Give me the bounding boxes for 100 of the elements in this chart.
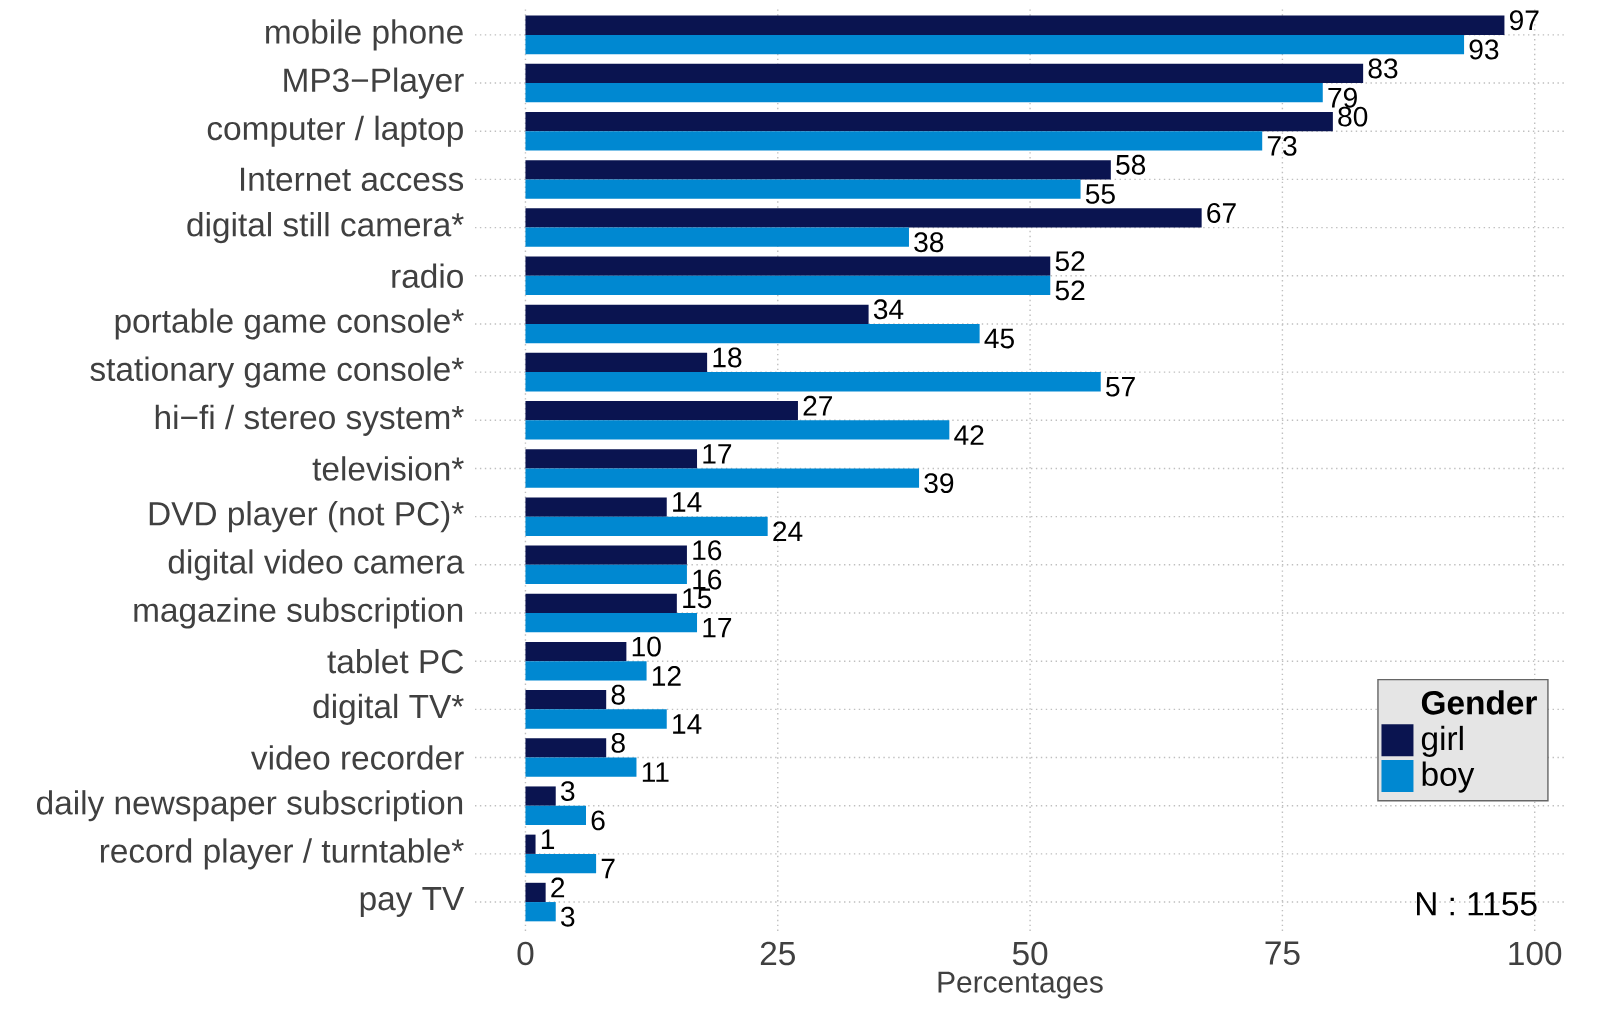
bar [525, 786, 556, 806]
y-tick-label: tablet PC [327, 648, 464, 674]
y-tick-label: digital still camera* [187, 212, 464, 244]
bar [525, 208, 1202, 228]
data-label: 16 [693, 569, 722, 590]
data-label: 10 [632, 636, 661, 657]
y-tick-label: computer / laptop [207, 115, 463, 147]
bar [525, 131, 1263, 151]
y-tick-label: digital TV* [313, 693, 464, 725]
data-label: 7 [601, 858, 615, 879]
data-label: 3 [561, 781, 575, 802]
data-label: 12 [652, 666, 681, 686]
x-tick-label: 0 [517, 941, 534, 966]
data-label: 42 [954, 425, 984, 445]
data-label: 14 [673, 492, 702, 512]
y-tick-label: video recorder [251, 745, 464, 770]
bar [525, 15, 1505, 35]
bar [525, 352, 708, 373]
x-tick-label: 25 [760, 941, 795, 966]
bar [525, 593, 677, 614]
y-tick-label: radio [392, 263, 463, 289]
data-label: 2 [551, 877, 565, 898]
data-label: 73 [1267, 135, 1297, 156]
data-label: 8 [611, 732, 625, 753]
data-label: 15 [683, 588, 712, 609]
bar [525, 420, 950, 440]
y-tick-label: television* [312, 456, 464, 481]
annotation: N : 1155 [1417, 892, 1537, 916]
bar [525, 275, 1051, 296]
data-label: 27 [803, 395, 833, 416]
data-label: 93 [1469, 39, 1499, 60]
bar [525, 834, 536, 854]
y-tick-label: magazine subscription [134, 597, 463, 629]
data-label: 80 [1338, 106, 1368, 127]
data-label: 38 [914, 232, 944, 253]
data-label: 14 [673, 714, 702, 734]
bar [525, 34, 1465, 55]
bar [525, 882, 546, 903]
bar [525, 497, 667, 517]
y-tick-label: mobile phone [266, 19, 463, 51]
bar [525, 323, 980, 344]
data-label: 16 [693, 540, 722, 561]
bar [525, 757, 637, 777]
y-tick-label: record player / turntable* [100, 838, 464, 870]
data-label: 17 [703, 444, 732, 464]
bar [525, 902, 556, 922]
bar [525, 227, 909, 247]
bar [525, 401, 798, 421]
data-label: 34 [873, 299, 904, 320]
y-tick-label: MP3−Player [284, 67, 464, 99]
bar [525, 545, 687, 565]
y-tick-label: DVD player (not PC)* [149, 501, 464, 533]
data-label: 39 [924, 473, 954, 494]
bar [525, 111, 1333, 132]
data-label: 17 [703, 617, 732, 638]
data-label: 52 [1055, 251, 1085, 272]
bar [525, 304, 869, 324]
data-label: 24 [773, 521, 803, 542]
bar [525, 83, 1323, 103]
legend-title: Gender [1421, 690, 1537, 715]
data-label: 79 [1328, 87, 1357, 108]
bar [525, 516, 768, 536]
data-label: 45 [984, 328, 1014, 349]
data-label: 57 [1106, 376, 1135, 397]
legend-label: boy [1422, 761, 1475, 793]
bar [525, 63, 1364, 84]
y-tick-label: Internet access [241, 167, 464, 192]
data-label: 58 [1116, 154, 1146, 175]
data-label: 6 [591, 810, 605, 831]
bar [525, 160, 1111, 180]
bar [525, 805, 587, 825]
y-tick-label: hi−fi / stereo system* [155, 404, 464, 436]
data-label: 11 [642, 762, 669, 782]
x-axis-title: Percentages [938, 971, 1103, 999]
bar [525, 661, 647, 681]
data-label: 83 [1368, 58, 1398, 79]
bar [525, 179, 1081, 199]
data-label: 1 [541, 829, 555, 849]
bar [525, 564, 687, 585]
data-label: 8 [611, 684, 625, 705]
bar [525, 853, 597, 874]
data-label: 55 [1085, 184, 1115, 204]
y-tick-label: portable game console* [115, 308, 464, 340]
legend-label: girl [1421, 725, 1463, 757]
x-tick-label: 75 [1265, 941, 1300, 965]
data-label: 52 [1055, 280, 1085, 301]
y-tick-label: pay TV [360, 887, 465, 918]
bar [525, 738, 607, 758]
bar [525, 449, 698, 469]
bar [525, 256, 1051, 276]
x-tick-label: 100 [1509, 941, 1562, 966]
data-label: 67 [1207, 203, 1236, 223]
data-label: 18 [713, 347, 742, 368]
data-label: 3 [561, 906, 575, 927]
bar [525, 468, 920, 488]
y-tick-label: digital video camera [168, 549, 465, 581]
bar [525, 709, 667, 729]
y-tick-label: daily newspaper subscription [36, 790, 463, 822]
bar [525, 372, 1101, 392]
data-label: 97 [1509, 10, 1539, 31]
